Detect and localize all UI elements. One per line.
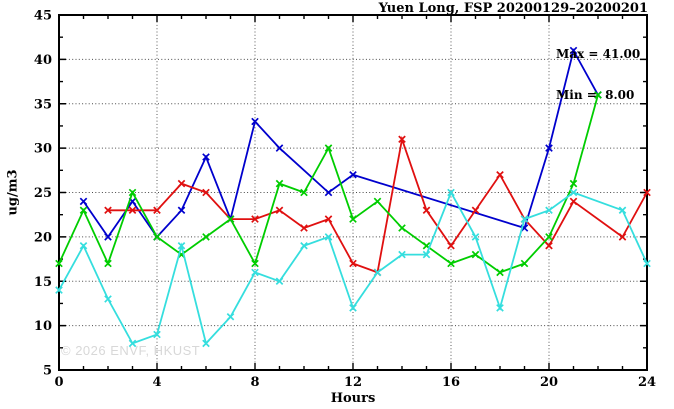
svg-text:40: 40: [34, 53, 52, 68]
series-markers: [55, 188, 651, 348]
y-tick-labels: 5 10 15 20 25 30 35 40 45: [34, 9, 52, 379]
series-day2-red: [104, 135, 651, 277]
series-line: [58, 190, 648, 346]
svg-text:12: 12: [344, 375, 362, 390]
series-markers: [55, 91, 602, 277]
svg-text:45: 45: [34, 9, 52, 24]
series-markers: [104, 135, 651, 277]
x-tick-labels: 0 4 8 12 16 20 24: [54, 375, 656, 390]
x-axis-label: Hours: [330, 391, 376, 406]
y-axis-label: ug/m3: [5, 169, 21, 216]
svg-text:10: 10: [34, 319, 52, 334]
series-line: [108, 135, 648, 274]
max-stat: Max = 41.00: [556, 47, 641, 61]
svg-text:5: 5: [43, 364, 52, 379]
svg-text:20: 20: [34, 230, 52, 245]
svg-text:8: 8: [250, 375, 259, 390]
svg-text:35: 35: [34, 97, 52, 112]
svg-text:20: 20: [540, 375, 558, 390]
min-stat: Min = 8.00: [556, 87, 635, 102]
chart-title: Yuen Long, FSP 20200129–20200201: [378, 1, 648, 16]
svg-text:15: 15: [34, 275, 52, 290]
svg-text:16: 16: [442, 375, 460, 390]
svg-text:24: 24: [638, 375, 656, 390]
svg-text:25: 25: [34, 186, 52, 201]
watermark: © 2026 ENVF, HKUST: [61, 343, 201, 358]
series-day3-green: [55, 91, 602, 277]
svg-text:4: 4: [152, 375, 161, 390]
series-line: [82, 48, 599, 239]
series-day4-cyan: [55, 188, 651, 348]
svg-text:0: 0: [54, 375, 63, 390]
svg-text:30: 30: [34, 142, 52, 157]
grid-lines: [59, 15, 647, 370]
stats-box: Max = 41.00 Min = 8.00: [556, 21, 640, 129]
